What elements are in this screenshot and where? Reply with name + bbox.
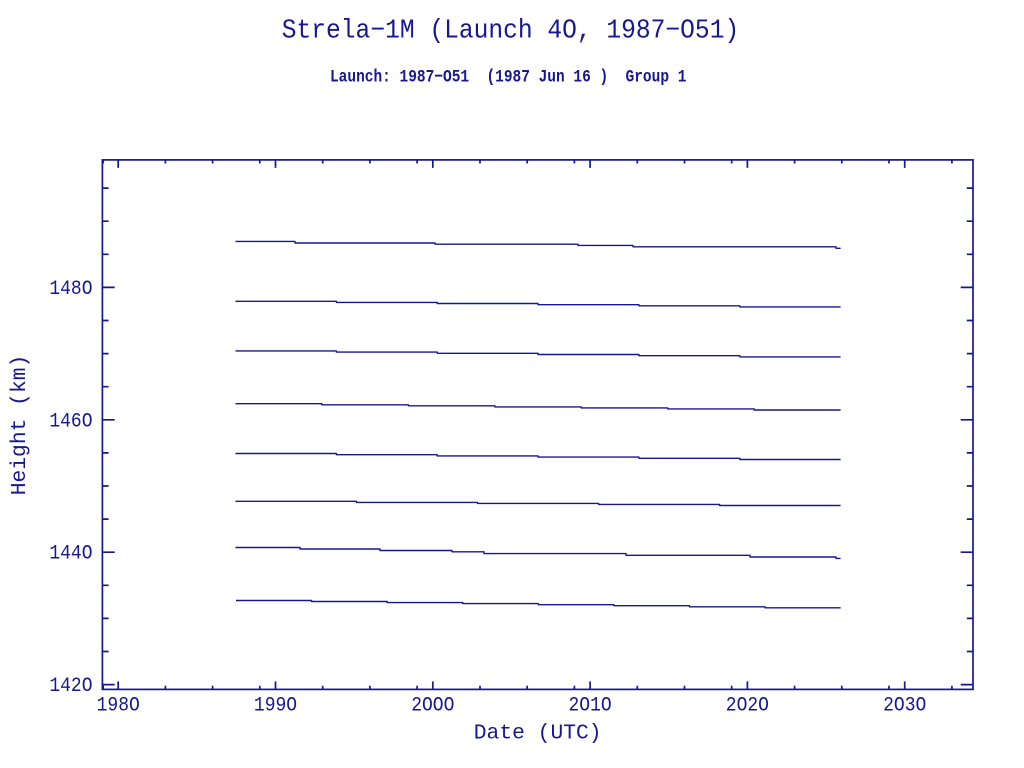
svg-text:148O: 148O	[49, 277, 92, 300]
svg-text:2O2O: 2O2O	[726, 693, 769, 716]
svg-text:144O: 144O	[49, 542, 92, 565]
svg-text:199O: 199O	[254, 693, 297, 716]
svg-text:2OOO: 2OOO	[411, 693, 454, 716]
svg-text:Strela−1M (Launch 4O, 1987−O51: Strela−1M (Launch 4O, 1987−O51)	[282, 16, 739, 46]
svg-text:142O: 142O	[49, 674, 92, 697]
svg-text:2O1O: 2O1O	[569, 693, 612, 716]
svg-text:2O3O: 2O3O	[883, 693, 926, 716]
svg-text:Date (UTC): Date (UTC)	[474, 721, 602, 745]
svg-text:146O: 146O	[49, 409, 92, 432]
svg-text:Launch: 1987−O51 (1987 Jun 16: Launch: 1987−O51 (1987 Jun 16 ) Group 1	[330, 67, 686, 87]
svg-text:Height (km): Height (km)	[8, 355, 32, 496]
svg-text:198O: 198O	[97, 693, 140, 716]
